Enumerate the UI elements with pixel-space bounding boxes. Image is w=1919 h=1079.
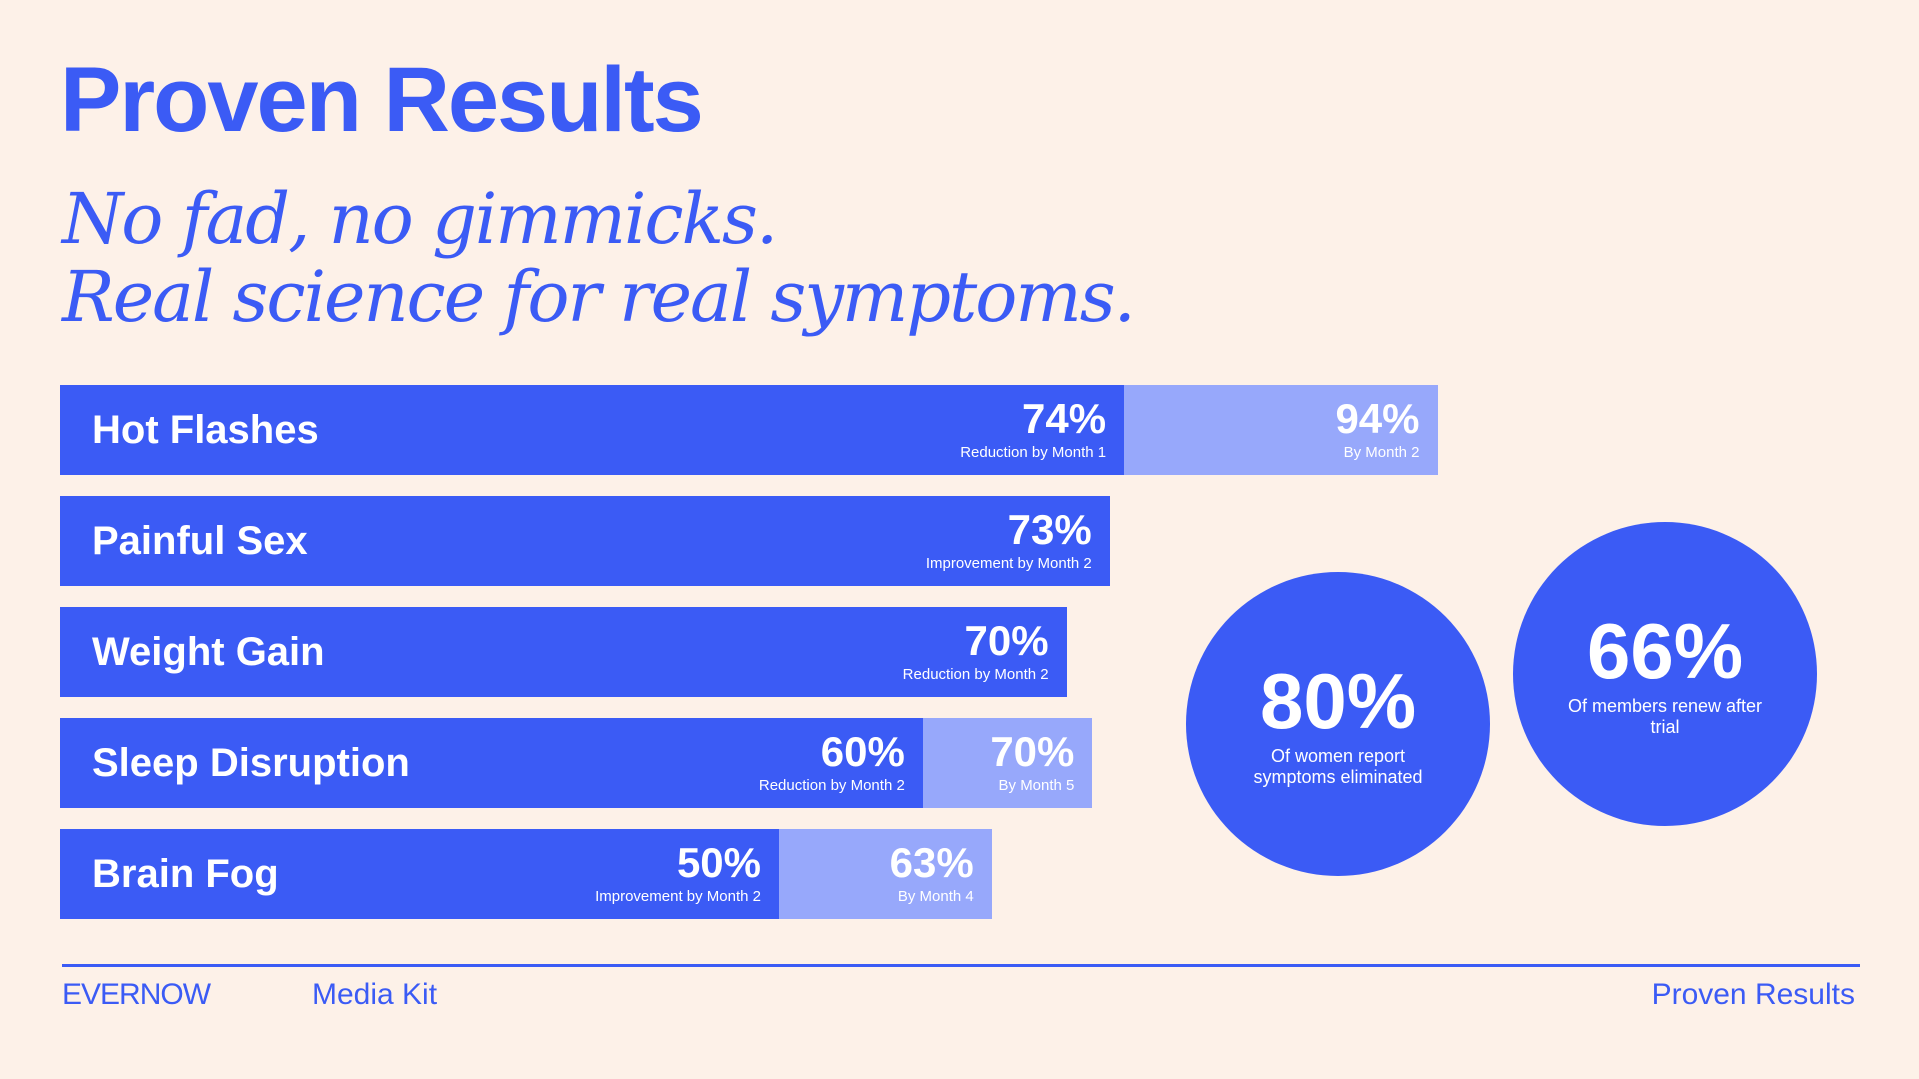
- bar-brain-fog-primary-stat: 50% Improvement by Month 2: [595, 841, 761, 907]
- bar-brain-fog-primary: 50% Improvement by Month 2: [60, 829, 779, 919]
- bar-row-sleep-disruption: 60% Reduction by Month 2 70% By Month 5 Slee…: [60, 718, 1093, 808]
- footer-section-label: Media Kit: [312, 978, 438, 1011]
- results-bar-chart: 74% Reduction by Month 1 94% By Month 2 Hot …: [60, 385, 1438, 925]
- page-title: Proven Results: [60, 49, 704, 151]
- bar-sleep-disruption-primary-value: 60%: [820, 728, 905, 775]
- bar-weight-gain-primary-note: Reduction by Month 2: [902, 666, 1049, 683]
- bar-hot-flashes-secondary: 94% By Month 2: [1124, 385, 1438, 475]
- callout-text: Of members renew after trial: [1567, 696, 1763, 737]
- bar-painful-sex-label: Painful Sex: [92, 519, 308, 563]
- bar-sleep-disruption-primary: 60% Reduction by Month 2: [60, 718, 923, 808]
- bar-sleep-disruption-secondary-note: By Month 5: [998, 777, 1075, 794]
- callout-circle-members-renew: 66% Of members renew after trial: [1513, 522, 1817, 826]
- bar-hot-flashes-primary: 74% Reduction by Month 1: [60, 385, 1125, 475]
- bar-weight-gain-primary: 70% Reduction by Month 2: [60, 607, 1067, 697]
- bar-row-painful-sex: 73% Improvement by Month 2 Painful Sex: [60, 496, 1110, 586]
- bar-weight-gain-label: Weight Gain: [92, 630, 325, 674]
- bar-weight-gain-primary-value: 70%: [964, 617, 1049, 664]
- bar-hot-flashes-label: Hot Flashes: [92, 408, 319, 452]
- bar-sleep-disruption-secondary-stat: 70% By Month 5: [990, 730, 1074, 796]
- bar-row-hot-flashes: 74% Reduction by Month 1 94% By Month 2 Hot …: [60, 385, 1438, 475]
- bar-sleep-disruption-secondary: 70% By Month 5: [922, 718, 1093, 808]
- callout-circle-symptoms-eliminated: 80% Of women report symptoms eliminated: [1186, 572, 1490, 876]
- footer-brand-logo: EVERNOW: [62, 978, 211, 1011]
- bar-hot-flashes-secondary-stat: 94% By Month 2: [1335, 397, 1419, 463]
- bar-sleep-disruption-secondary-value: 70%: [990, 728, 1075, 775]
- subtitle-line-1: No fad, no gimmicks.: [62, 178, 778, 260]
- bar-weight-gain-primary-stat: 70% Reduction by Month 2: [903, 619, 1049, 685]
- bar-row-weight-gain: 70% Reduction by Month 2 Weight Gain: [60, 607, 1067, 697]
- bar-sleep-disruption-primary-note: Reduction by Month 2: [758, 777, 905, 794]
- callout-value: 66%: [1586, 607, 1744, 695]
- bar-sleep-disruption-label: Sleep Disruption: [92, 741, 410, 785]
- bar-painful-sex-primary-value: 73%: [1007, 506, 1092, 553]
- bar-hot-flashes-primary-value: 74%: [1022, 395, 1107, 442]
- subtitle-line-2: Real science for real symptoms.: [62, 256, 1136, 338]
- bar-brain-fog-secondary: 63% By Month 4: [779, 829, 992, 919]
- bar-brain-fog-secondary-value: 63%: [889, 839, 974, 886]
- page-subtitle: No fad, no gimmicks. Real science for re…: [62, 178, 1136, 338]
- bar-painful-sex-primary-stat: 73% Improvement by Month 2: [926, 508, 1092, 574]
- footer-divider: [62, 964, 1860, 967]
- bar-brain-fog-primary-note: Improvement by Month 2: [595, 888, 761, 905]
- bar-hot-flashes-secondary-note: By Month 2: [1343, 444, 1420, 461]
- bar-row-brain-fog: 50% Improvement by Month 2 63% By Month 4 Br…: [60, 829, 992, 919]
- bar-painful-sex-primary: 73% Improvement by Month 2: [60, 496, 1110, 586]
- bar-painful-sex-primary-note: Improvement by Month 2: [925, 555, 1092, 572]
- bar-hot-flashes-secondary-value: 94%: [1335, 395, 1420, 442]
- bar-sleep-disruption-primary-stat: 60% Reduction by Month 2: [759, 730, 905, 796]
- callout-value: 80%: [1259, 657, 1417, 745]
- callout-text: Of women report symptoms eliminated: [1253, 746, 1423, 787]
- bar-hot-flashes-primary-note: Reduction by Month 1: [960, 444, 1107, 461]
- bar-hot-flashes-primary-stat: 74% Reduction by Month 1: [960, 397, 1106, 463]
- bar-brain-fog-label: Brain Fog: [92, 852, 279, 896]
- bar-brain-fog-secondary-note: By Month 4: [897, 888, 974, 905]
- footer-page-title: Proven Results: [1651, 978, 1855, 1011]
- bar-brain-fog-secondary-stat: 63% By Month 4: [890, 841, 974, 907]
- bar-brain-fog-primary-value: 50%: [676, 839, 761, 886]
